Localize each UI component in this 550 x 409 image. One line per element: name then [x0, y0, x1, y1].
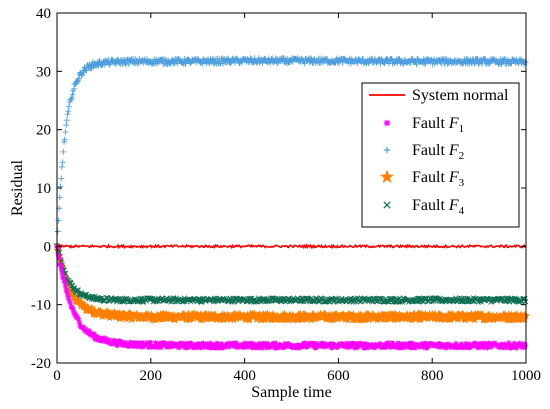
series-markers	[52, 241, 530, 324]
y-tick-label: 10	[36, 181, 51, 197]
plot-area	[52, 55, 530, 351]
series-4	[54, 242, 529, 305]
y-axis-title: Residual	[9, 159, 26, 216]
legend-label: Fault F1	[412, 115, 464, 135]
legend-marker	[383, 201, 391, 209]
legend-label: System normal	[412, 87, 509, 104]
legend-label: Fault F4	[412, 197, 465, 217]
legend-entry-0: System normal	[369, 87, 509, 104]
y-tick-label: 0	[44, 239, 52, 255]
x-tick-label: 0	[53, 368, 61, 384]
series-3	[52, 241, 530, 324]
legend-entry-4: Fault F4	[383, 197, 465, 217]
x-tick-label: 400	[233, 368, 256, 384]
legend-marker	[383, 146, 391, 154]
series-line	[56, 243, 527, 250]
series-markers	[54, 242, 529, 305]
y-tick-label: 30	[36, 64, 51, 80]
x-tick-label: 600	[327, 368, 350, 384]
x-axis-title: Sample time	[251, 384, 331, 401]
y-tick-label: -10	[31, 298, 51, 314]
x-tick-label: 1000	[511, 368, 541, 384]
x-tick-label: 200	[140, 368, 163, 384]
legend-label: Fault F2	[412, 142, 464, 162]
legend: System normal Fault F1 Fault F2 Fault F3 Fau…	[361, 82, 520, 228]
axes: 0 200 400 600 800 1000 -20 -10 0 10 20 30 40	[31, 6, 541, 384]
legend-marker	[383, 119, 391, 127]
legend-entry-1: Fault F1	[383, 115, 464, 135]
legend-marker	[379, 169, 395, 184]
y-tick-label: 20	[36, 123, 51, 139]
x-tick-label: 800	[421, 368, 444, 384]
series-0	[56, 243, 527, 250]
y-tick-label: 40	[36, 6, 51, 22]
y-tick-label: -20	[31, 356, 51, 372]
legend-label: Fault F3	[412, 169, 465, 189]
legend-entry-3: Fault F3	[379, 169, 465, 189]
legend-entry-2: Fault F2	[383, 142, 464, 162]
